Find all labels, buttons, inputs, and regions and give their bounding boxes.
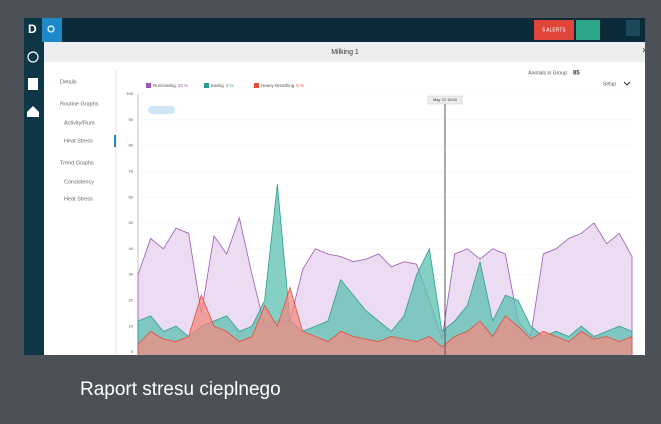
animals-count: 85	[573, 71, 580, 77]
nav-item[interactable]: Trend Graphs	[60, 160, 94, 166]
time-tag-box	[427, 95, 463, 105]
y-tick-label: 30	[129, 272, 134, 277]
nav-item[interactable]: Consistency	[64, 179, 94, 185]
nav-item[interactable]: Activity/Rum	[64, 120, 95, 126]
alerts-button[interactable]	[534, 20, 574, 40]
screenshot: D 5 ALERTS Milking 1 × Details Routine G…	[24, 18, 648, 355]
setup-menu[interactable]: Setup	[603, 81, 616, 87]
dialog-header	[44, 42, 645, 62]
y-tick-label: 90	[129, 117, 134, 122]
time-tag: May 22 18:00	[433, 97, 458, 102]
sidebar-icon[interactable]	[27, 106, 39, 117]
legend-swatch	[204, 83, 209, 88]
dialog-title: Milking 1	[331, 49, 359, 56]
nav-active	[114, 135, 116, 147]
setup-chevron	[623, 81, 631, 86]
legend-share: 4 %	[226, 83, 234, 88]
info-pill	[148, 106, 175, 114]
y-tick-label: 100	[126, 91, 133, 96]
area	[137, 286, 633, 355]
sidebar-icon[interactable]	[27, 51, 39, 63]
y-tick-label: 50	[129, 220, 134, 225]
y-tick-label: 80	[129, 143, 134, 148]
y-tick-label: 0	[131, 349, 134, 354]
logo-letter: D	[28, 22, 37, 36]
legend-swatch	[254, 83, 259, 88]
legend-share: 0 %	[296, 83, 304, 88]
sidebar	[24, 42, 44, 355]
caption: Raport stresu cieplnego	[80, 379, 281, 400]
legend-label: Heavy Breathing	[261, 83, 295, 88]
close-button[interactable]: ×	[642, 46, 648, 57]
legend-share: 33 %	[178, 83, 188, 88]
logo	[24, 18, 42, 42]
legend-swatch	[146, 83, 151, 88]
y-tick-label: 10	[129, 323, 134, 328]
search-button[interactable]	[42, 18, 62, 42]
animals-label: Animals in Group:	[528, 70, 568, 76]
sidebar-icon[interactable]	[28, 78, 38, 90]
action-button[interactable]	[576, 20, 600, 40]
nav-item[interactable]: Details	[60, 79, 77, 85]
nav-item[interactable]: Routine Graphs	[60, 101, 99, 107]
user-button[interactable]	[626, 20, 640, 36]
y-tick-label: 70	[129, 168, 134, 173]
alerts-label: 5 ALERTS	[542, 27, 566, 33]
y-tick-label: 60	[129, 194, 134, 199]
nav-item[interactable]: Heat Stress	[64, 196, 93, 202]
chart: 0 10 20 30 40 50 60 70 80 90 100 Ruminating 33 % Eati…	[126, 83, 633, 355]
nav-item[interactable]: Heat Stress	[64, 138, 93, 144]
legend-label: Eating	[211, 83, 224, 88]
legend-label: Ruminating	[153, 83, 176, 88]
search-icon	[47, 25, 55, 33]
y-tick-label: 40	[129, 246, 134, 251]
y-tick-label: 20	[129, 297, 134, 302]
